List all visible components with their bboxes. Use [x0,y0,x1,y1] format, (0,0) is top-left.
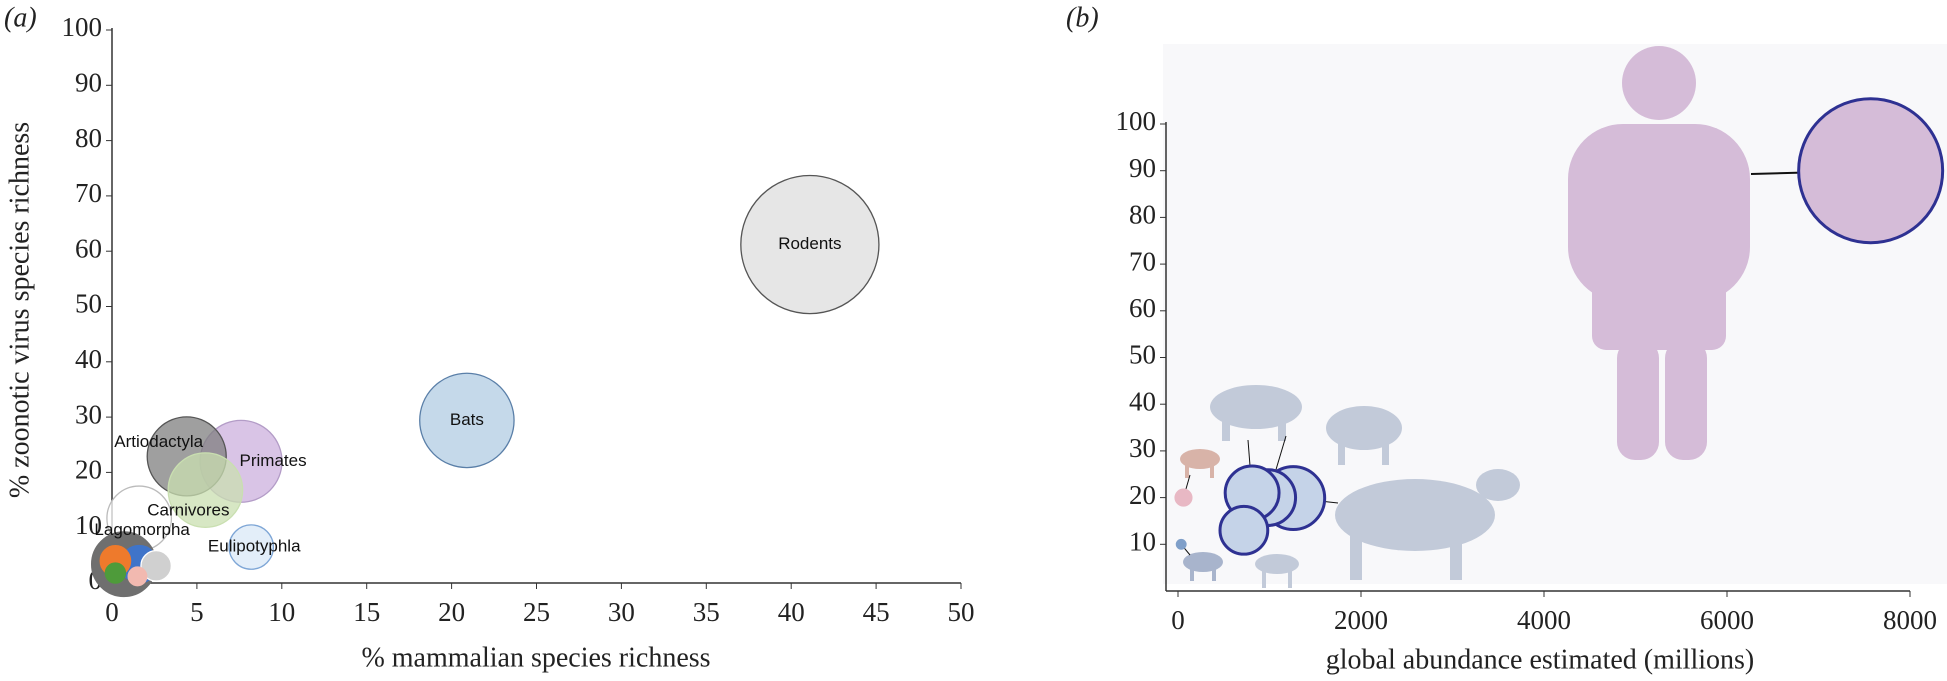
bubble-label: Artiodactyla [114,432,203,451]
x-tick-label: 30 [608,597,635,627]
bubble [419,372,515,469]
panel-label: (a) [4,2,37,33]
y-tick-label: 70 [1129,246,1156,276]
y-tick-label: 80 [1129,200,1156,230]
y-tick-label: 90 [75,68,102,98]
panel-label: (b) [1066,2,1099,33]
bubble [1797,97,1945,245]
x-tick-label: 10 [268,597,295,627]
x-tick-label: 4000 [1517,605,1571,635]
y-tick-label: 10 [75,510,102,540]
bubble-label: Eulipotyphla [208,537,301,556]
y-tick-label: 90 [1129,153,1156,183]
y-tick-label: 80 [75,123,102,153]
bubble-label: Primates [240,451,307,470]
silhouettes [1180,46,1750,588]
x-tick-label: 0 [105,597,119,627]
bubble-label: Carnivores [147,501,229,520]
y-tick-label: 20 [75,455,102,485]
bubble [127,566,148,587]
bubble [1175,538,1187,550]
bubble-label: Lagomorpha [94,520,190,539]
x-axis-label: global abundance estimated (millions) [1326,644,1754,675]
bubble [1218,504,1270,556]
x-tick-label: 2000 [1334,605,1388,635]
y-tick-label: 10 [1129,527,1156,557]
x-tick-label: 6000 [1700,605,1754,635]
y-tick-label: 70 [75,178,102,208]
x-tick-label: 5 [190,597,204,627]
x-tick-label: 15 [353,597,380,627]
y-tick-label: 40 [75,344,102,374]
x-tick-label: 20 [438,597,465,627]
y-tick-label: 40 [1129,386,1156,416]
y-tick-label: 20 [1129,480,1156,510]
y-tick-label: 60 [1129,293,1156,323]
x-tick-label: 50 [948,597,975,627]
bubble [167,452,244,528]
y-tick-label: 100 [1116,106,1157,136]
bubble [1174,488,1193,507]
y-axis-label: % zoonotic virus species richness [4,122,35,498]
bubble-label: Bats [450,410,484,429]
x-tick-label: 8000 [1883,605,1937,635]
bubble [740,174,880,315]
x-tick-label: 0 [1171,605,1185,635]
bubble-label: Rodents [778,234,841,253]
y-tick-label: 50 [1129,340,1156,370]
bubble [228,524,275,570]
x-tick-label: 40 [778,597,805,627]
y-tick-label: 60 [75,233,102,263]
x-tick-label: 45 [863,597,890,627]
bubble [104,562,127,584]
x-tick-label: 35 [693,597,720,627]
y-tick-label: 30 [75,399,102,429]
y-tick-label: 100 [62,12,103,42]
x-axis-label: % mammalian species richness [361,642,710,673]
y-tick-label: 50 [75,289,102,319]
x-tick-label: 25 [523,597,550,627]
bubble [140,550,173,582]
y-tick-label: 30 [1129,433,1156,463]
